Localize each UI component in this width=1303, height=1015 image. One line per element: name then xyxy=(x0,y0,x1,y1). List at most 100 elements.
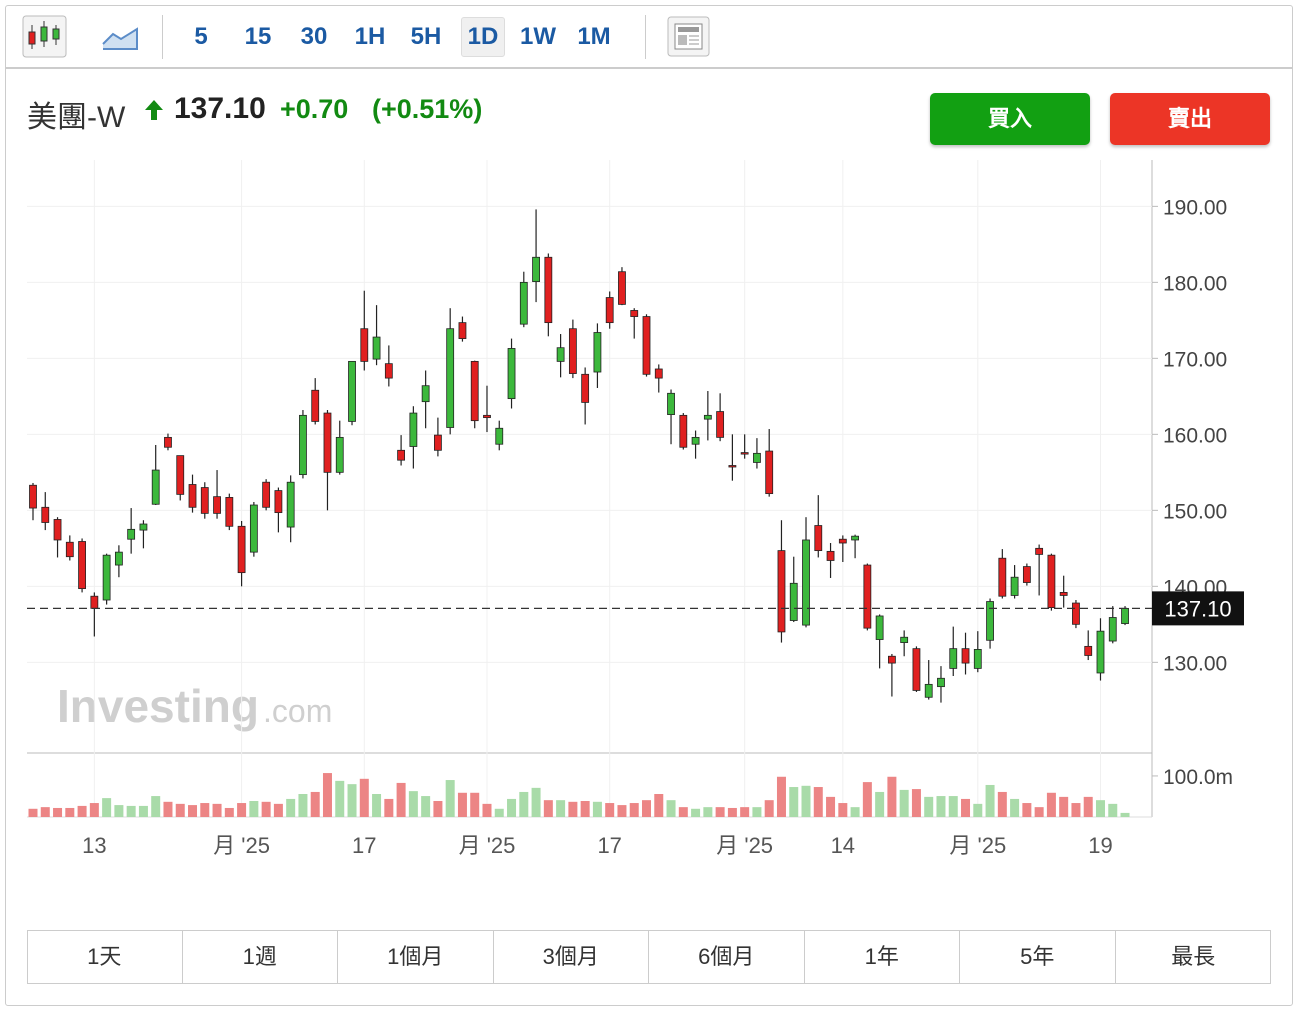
widget-frame xyxy=(5,5,1293,1006)
candle-body xyxy=(470,360,479,422)
candle-body xyxy=(753,452,761,463)
candle-body xyxy=(605,297,614,324)
buy-button[interactable]: 買入 xyxy=(930,93,1090,145)
volume-bar xyxy=(40,807,50,817)
volume-bar xyxy=(580,800,590,817)
candle-body xyxy=(777,550,786,633)
volume-bar xyxy=(850,807,860,817)
x-tick-label: 月 '25 xyxy=(213,833,270,858)
volume-bar xyxy=(568,801,578,817)
candle-body xyxy=(286,481,295,528)
candle-icon[interactable] xyxy=(22,15,68,59)
range-button[interactable]: 6個月 xyxy=(649,930,805,984)
volume-bar xyxy=(102,798,112,817)
volume-bar xyxy=(89,803,99,817)
candle-body xyxy=(262,481,271,508)
volume-bar xyxy=(212,803,222,817)
interval-button[interactable]: 30 xyxy=(300,23,328,50)
volume-bar xyxy=(936,796,946,817)
range-button[interactable]: 5年 xyxy=(960,930,1116,984)
candle-body xyxy=(519,281,528,325)
change-percent: (+0.51%) xyxy=(372,94,483,124)
volume-bar xyxy=(384,798,394,817)
instrument-name: 美團-W xyxy=(27,101,126,134)
volume-bar xyxy=(1059,796,1069,817)
volume-bar xyxy=(77,805,87,817)
volume-bar xyxy=(310,791,320,817)
candle-body xyxy=(127,528,136,540)
candle-body xyxy=(78,541,86,590)
y-tick-label: 130.00 xyxy=(1163,652,1227,675)
range-button[interactable]: 1週 xyxy=(183,930,338,984)
volume-bar xyxy=(298,794,308,817)
candle-body xyxy=(728,465,737,468)
interval-button[interactable]: 5 xyxy=(194,23,208,50)
candle-body xyxy=(740,452,749,455)
candle-body xyxy=(532,256,540,282)
volume-bar xyxy=(445,780,455,817)
volume-bar xyxy=(875,791,885,817)
candle-body xyxy=(1035,547,1044,555)
candle-body xyxy=(924,683,933,698)
volume-bar xyxy=(1034,807,1044,817)
candle-body xyxy=(200,487,209,514)
range-button[interactable]: 3個月 xyxy=(494,930,649,984)
interval-button[interactable]: 1M xyxy=(577,23,611,50)
volume-bar xyxy=(715,807,725,817)
change: +0.70 xyxy=(280,94,349,124)
interval-button[interactable]: 5H xyxy=(410,23,442,50)
candle-body xyxy=(789,582,798,621)
volume-bar xyxy=(899,789,909,817)
volume-bar xyxy=(1046,792,1056,817)
range-button[interactable]: 1天 xyxy=(27,930,183,984)
volume-bar xyxy=(666,800,676,817)
candle-body xyxy=(973,649,982,669)
range-button[interactable]: 1年 xyxy=(805,930,960,984)
candle-body xyxy=(875,615,884,640)
volume-bar xyxy=(911,789,921,817)
candle-body xyxy=(618,271,626,305)
candle-body xyxy=(1010,576,1019,596)
volume-bar xyxy=(273,803,283,817)
candle-body xyxy=(593,332,602,373)
candle-body xyxy=(360,328,369,362)
volume-bar xyxy=(1095,800,1105,817)
news-icon[interactable] xyxy=(667,16,711,58)
volume-bar xyxy=(592,801,602,817)
y-tick-label: 180.00 xyxy=(1163,272,1227,295)
volume-bar xyxy=(727,807,737,817)
candle-body xyxy=(65,541,74,558)
volume-bar xyxy=(1108,803,1118,817)
interval-button[interactable]: 15 xyxy=(244,23,272,50)
candle-body xyxy=(568,328,577,374)
volume-bar xyxy=(776,776,786,817)
volume-bar xyxy=(617,805,627,817)
line-icon[interactable] xyxy=(101,22,139,52)
volume-tick-label: 100.0m xyxy=(1163,766,1233,789)
candle-body xyxy=(1072,602,1080,625)
volume-bar xyxy=(421,796,431,817)
volume-bar xyxy=(519,791,529,817)
interval-button[interactable]: 1W xyxy=(520,23,556,50)
interval-button[interactable]: 1H xyxy=(354,23,386,50)
candle-body xyxy=(114,551,123,566)
candle-body xyxy=(1096,630,1105,674)
candle-body xyxy=(937,677,945,688)
candle-body xyxy=(679,414,688,448)
range-button[interactable]: 最長 xyxy=(1171,944,1216,969)
volume-bar xyxy=(703,807,713,817)
volume-bar xyxy=(163,801,173,817)
volume-bar xyxy=(838,803,848,817)
candle-body xyxy=(814,525,823,552)
interval-button[interactable]: 1D xyxy=(461,17,505,57)
sell-button[interactable]: 賣出 xyxy=(1110,93,1270,145)
candle-body xyxy=(556,347,565,362)
candle-body xyxy=(249,504,258,553)
volume-bar xyxy=(973,803,983,817)
volume-bar xyxy=(151,796,161,817)
volume-bar xyxy=(1010,798,1020,817)
candle-body xyxy=(53,519,62,541)
candle-body xyxy=(213,496,221,514)
volume-bar xyxy=(457,792,467,817)
range-button[interactable]: 1個月 xyxy=(338,930,494,984)
